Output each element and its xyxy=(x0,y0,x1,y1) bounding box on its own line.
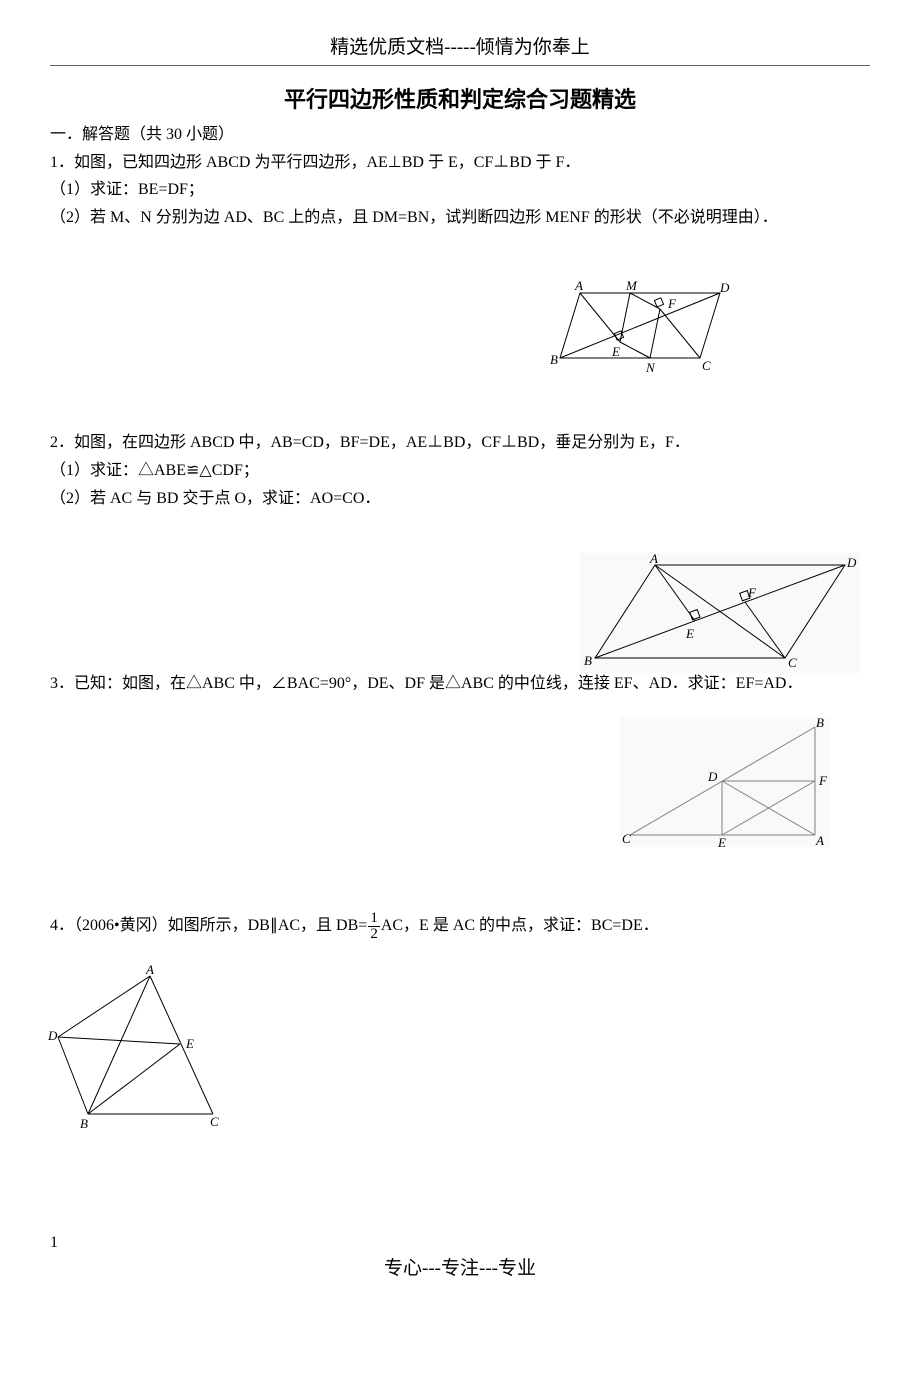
problem-3-line1: 3．已知：如图，在△ABC 中，∠BAC=90°，DE、DF 是△ABC 的中位… xyxy=(50,671,870,697)
svg-text:B: B xyxy=(550,352,558,367)
svg-text:E: E xyxy=(717,835,726,847)
svg-text:C: C xyxy=(210,1114,219,1129)
section-label: 一．解答题（共 30 小题） xyxy=(50,122,870,148)
problem-4-part-b: AC，E 是 AC 的中点，求证：BC=DE． xyxy=(381,917,659,934)
svg-text:B: B xyxy=(80,1116,88,1131)
svg-text:N: N xyxy=(645,360,656,375)
fraction-half: 12 xyxy=(368,911,380,942)
document-title: 平行四边形性质和判定综合习题精选 xyxy=(0,82,920,114)
svg-text:C: C xyxy=(702,358,711,373)
problem-1-line3: （2）若 M、N 分别为边 AD、BC 上的点，且 DM=BN，试判断四边形 M… xyxy=(50,205,870,231)
problem-1-line1: 1．如图，已知四边形 ABCD 为平行四边形，AE⊥BD 于 E，CF⊥BD 于… xyxy=(50,150,870,176)
svg-text:D: D xyxy=(48,1028,58,1043)
svg-text:D: D xyxy=(719,280,730,295)
figure-3: B D F C E A xyxy=(620,717,830,856)
svg-text:A: A xyxy=(574,278,583,293)
problem-1: 1．如图，已知四边形 ABCD 为平行四边形，AE⊥BD 于 E，CF⊥BD 于… xyxy=(50,150,870,231)
svg-text:E: E xyxy=(685,626,694,641)
problem-4-line1: 4．（2006•黄冈）如图所示，DB∥AC，且 DB=12AC，E 是 AC 的… xyxy=(50,911,870,942)
svg-text:F: F xyxy=(818,773,828,788)
figure-1: A M D F B E N C xyxy=(550,278,740,387)
page-header: 精选优质文档-----倾情为你奉上 xyxy=(0,0,920,59)
svg-text:E: E xyxy=(611,344,620,359)
problem-3: 3．已知：如图，在△ABC 中，∠BAC=90°，DE、DF 是△ABC 的中位… xyxy=(50,671,870,697)
problem-2: 2．如图，在四边形 ABCD 中，AB=CD，BF=DE，AE⊥BD，CF⊥BD… xyxy=(50,430,870,511)
problem-4: 4．（2006•黄冈）如图所示，DB∥AC，且 DB=12AC，E 是 AC 的… xyxy=(50,911,870,1143)
problem-2-line1: 2．如图，在四边形 ABCD 中，AB=CD，BF=DE，AE⊥BD，CF⊥BD… xyxy=(50,430,870,456)
svg-text:F: F xyxy=(747,585,757,600)
page-number: 1 xyxy=(50,1234,58,1252)
problem-2-line3: （2）若 AC 与 BD 交于点 O，求证：AO=CO． xyxy=(50,486,870,512)
figure-2: A D F B E C xyxy=(580,553,860,682)
content-area: 一．解答题（共 30 小题） 1．如图，已知四边形 ABCD 为平行四边形，AE… xyxy=(0,122,920,1376)
svg-text:B: B xyxy=(816,717,824,730)
svg-text:E: E xyxy=(185,1036,194,1051)
footer-text: 专心---专注---专业 xyxy=(0,1253,920,1280)
svg-text:D: D xyxy=(707,769,718,784)
figure-4: A D E B C xyxy=(48,964,870,1143)
svg-text:A: A xyxy=(815,833,824,847)
svg-text:C: C xyxy=(622,831,631,846)
svg-text:A: A xyxy=(145,964,154,977)
svg-text:B: B xyxy=(584,653,592,668)
problem-1-line2: （1）求证：BE=DF； xyxy=(50,177,870,203)
svg-text:F: F xyxy=(667,296,677,311)
svg-text:M: M xyxy=(625,278,638,293)
header-rule xyxy=(50,65,870,66)
svg-text:C: C xyxy=(788,655,797,670)
svg-text:D: D xyxy=(846,555,857,570)
problem-4-part-a: 4．（2006•黄冈）如图所示，DB∥AC，且 DB= xyxy=(50,917,367,934)
problem-2-line2: （1）求证：△ABE≌△CDF； xyxy=(50,458,870,484)
svg-text:A: A xyxy=(649,553,658,566)
